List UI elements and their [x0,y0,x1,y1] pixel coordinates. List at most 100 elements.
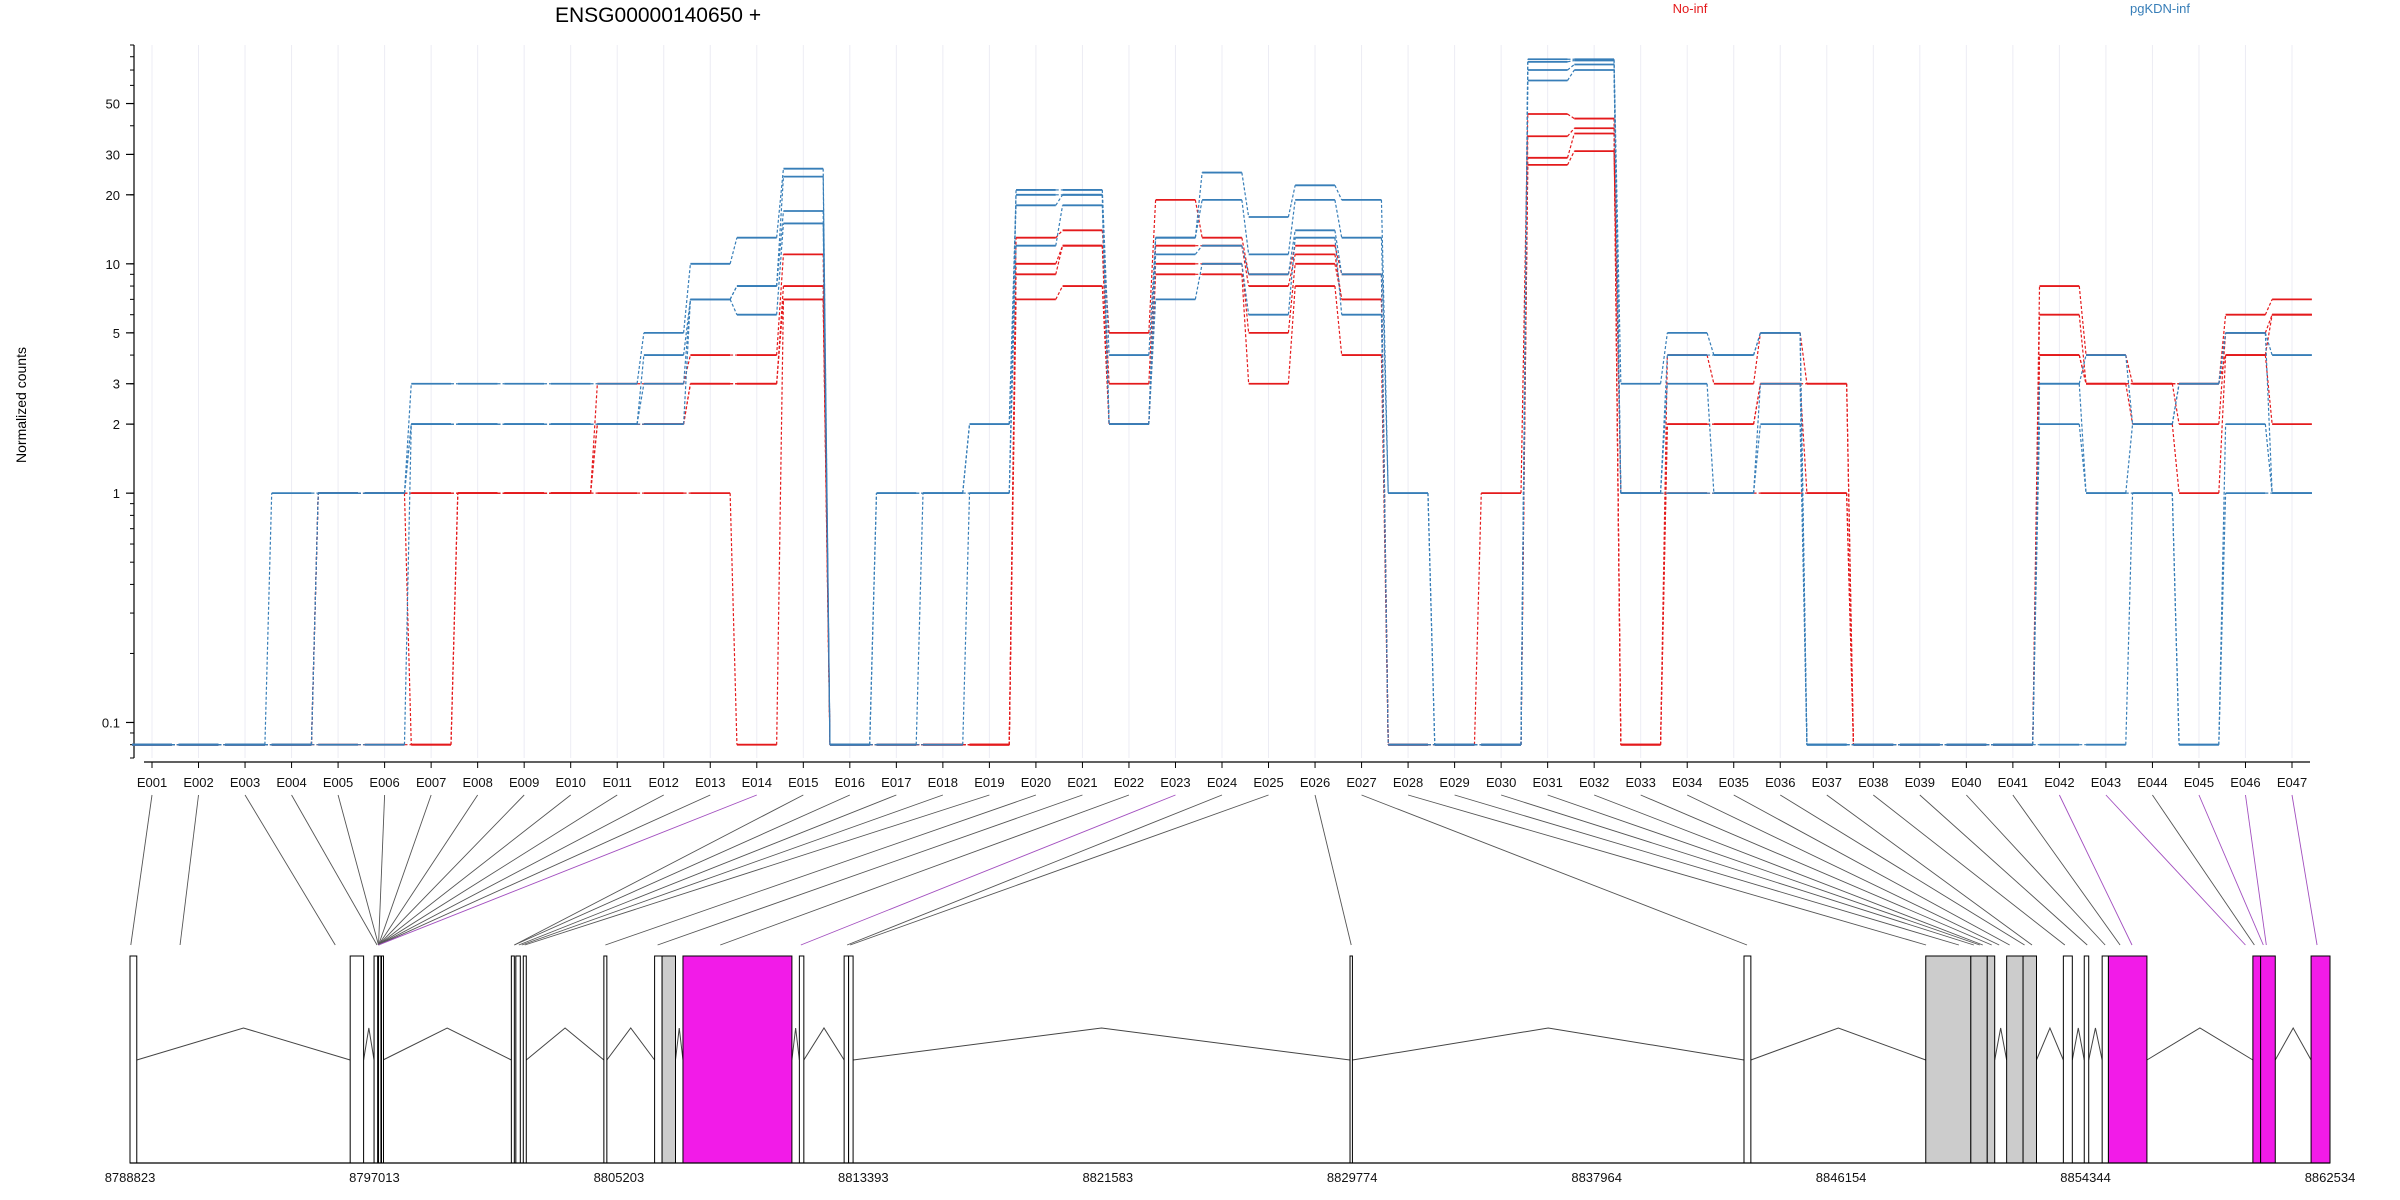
exon-link [2012,794,2121,946]
exon-label: E025 [1253,775,1283,790]
series-transition [869,493,878,745]
y-tick-label: 20 [106,188,120,203]
y-tick-label: 5 [113,326,120,341]
series-transition [1008,245,1017,494]
exon-label: E016 [835,775,865,790]
exon-label: E037 [1812,775,1842,790]
y-tick-label: 0.1 [102,715,120,730]
exon-link [2058,794,2133,946]
y-axis-label: Normalized counts [13,347,29,463]
coord-tick-label: 8837964 [1571,1170,1622,1185]
exon-label: E038 [1858,775,1888,790]
series-transition [450,493,459,745]
exon-label: E003 [230,775,260,790]
exon-label: E032 [1579,775,1609,790]
exon-link [378,794,386,946]
exon-link [337,794,379,946]
exon-label: E020 [1021,775,1051,790]
series-transition [1706,332,1715,356]
exon-link [514,794,851,946]
y-tick-label: 2 [113,417,120,432]
exon-block [2022,955,2037,1164]
intron [2274,1026,2312,1061]
exon-block [2083,955,2090,1164]
series-transition [1753,383,1761,494]
series-transition [2125,493,2134,745]
series-transition [1055,285,1064,300]
exon-link [1594,794,1983,946]
series-transition [2264,332,2273,494]
exon-link [2105,794,2246,946]
series-transition [1567,69,1575,81]
series-transition [1287,263,1296,333]
exon-block [682,955,793,1164]
series-transition [776,254,785,356]
exon-block [378,955,382,1164]
series-transition [1194,199,1203,238]
series-transition [1334,237,1343,315]
series-transition [1008,205,1017,425]
exon-label: E002 [183,775,213,790]
series-pgkdn-inf-7 [132,69,2312,746]
series-transition [1055,245,1064,275]
exon-block [515,955,521,1164]
coord-tick-label: 8788823 [105,1170,156,1185]
exon-block [2310,955,2331,1164]
exon-label: E005 [323,775,353,790]
series-transition [1334,263,1343,300]
series-transition [2125,383,2134,425]
exon-link [2198,794,2264,946]
series-transition [1287,185,1296,218]
legend-pgkdn-inf: pgKDN-inf [2130,1,2190,16]
series-transition [1334,254,1343,300]
series-transition [2171,424,2180,494]
series-transition [589,424,598,494]
exon-block [843,955,850,1164]
exon-label: E034 [1672,775,1702,790]
coord-tick-label: 8862534 [2305,1170,2356,1185]
exon-block [661,955,677,1164]
series-transition [729,493,738,745]
series-transition [1241,263,1250,315]
gridlines [151,45,2293,758]
series-transition [1567,113,1575,120]
exon-block [848,955,854,1164]
exon-link [378,794,757,946]
series-transition [1659,424,1668,745]
series-transition [1380,314,1389,745]
series-transition [683,263,691,333]
series-transition [1194,263,1203,300]
series-transition [2125,354,2134,384]
series-transition [729,285,738,300]
exon-block [522,955,527,1164]
series-transition [403,424,412,745]
exon-link [2245,794,2267,946]
exon-link [378,794,479,946]
exon-link [378,794,571,946]
series-transition [2218,332,2227,425]
intron [2088,1027,2103,1061]
exon-label: E017 [881,775,911,790]
legend-no-inf: No-inf [1673,1,1708,16]
exon-label: E007 [416,775,446,790]
exon-block [2062,955,2073,1164]
exon-link [244,794,336,946]
exon-label: E004 [276,775,306,790]
intron [803,1027,845,1061]
series-transition [2078,424,2087,494]
series-transition [1148,299,1157,425]
exon-block [603,955,608,1164]
exon-block [2006,955,2024,1164]
exon-link [1407,794,1927,946]
intron [2146,1027,2254,1061]
series-transition [1613,59,1622,384]
coord-tick-label: 8846154 [1816,1170,1867,1185]
series-transition [729,299,738,315]
exon-label: E012 [649,775,679,790]
coord-tick-label: 8797013 [349,1170,400,1185]
y-tick-label: 1 [113,486,120,501]
series-transition [2032,424,2041,745]
gene-coordinate-axis: 8788823 8797013 8805203 8813393 8821583 88297… [105,1162,2356,1185]
exon-label: E006 [369,775,399,790]
